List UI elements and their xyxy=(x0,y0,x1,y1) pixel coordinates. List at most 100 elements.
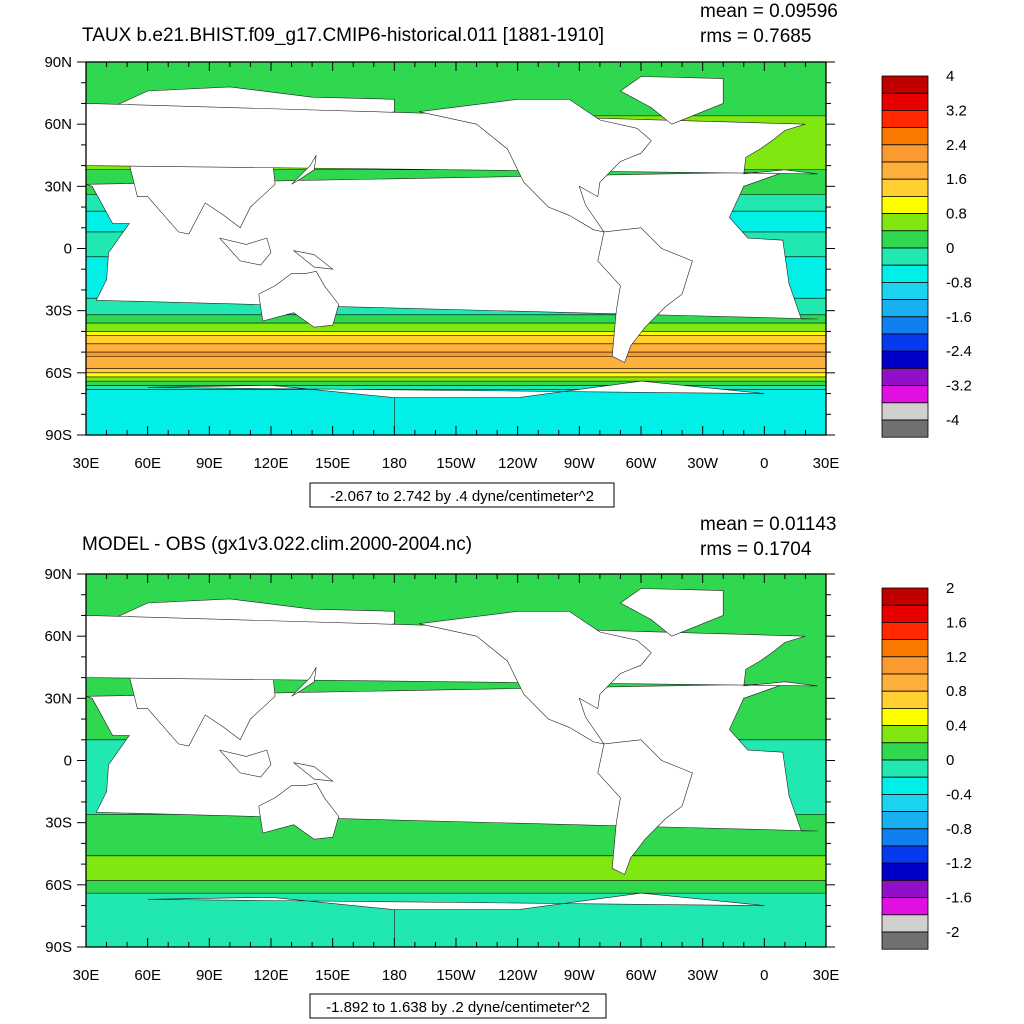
field-band xyxy=(86,855,826,861)
y-tick-label: 90S xyxy=(45,427,72,444)
colorbar-label: -4 xyxy=(946,412,959,429)
colorbar-label: -0.8 xyxy=(946,821,972,838)
field-band xyxy=(86,86,826,92)
land-mass xyxy=(147,892,765,947)
colorbar-box xyxy=(881,690,929,709)
land-mass xyxy=(291,667,317,697)
field-band xyxy=(86,323,826,328)
field-band xyxy=(86,880,826,886)
field-band xyxy=(86,685,826,691)
land-mass xyxy=(293,250,334,270)
x-tick-label: 90W xyxy=(564,967,596,984)
field-band xyxy=(86,681,826,687)
land-mass xyxy=(258,782,340,840)
panel-2-colorbar: 2 1.6 1.2 0.8 0.4 0 -0.4 -0.8 -1.2 -1.6 -2 xyxy=(881,580,972,950)
land-mass xyxy=(418,610,652,745)
x-tick-label: 30E xyxy=(73,455,100,472)
field-band xyxy=(86,888,826,894)
colorbar-label: -1.2 xyxy=(946,855,972,872)
field-band xyxy=(86,864,826,869)
land-mass xyxy=(291,155,317,185)
field-band xyxy=(86,934,826,940)
panel-1-range-box: -2.067 to 2.742 by .4 dyne/centimeter^2 xyxy=(309,482,615,508)
colorbar-box xyxy=(881,897,929,916)
x-tick-label: 150E xyxy=(315,455,350,472)
field-band xyxy=(86,381,826,386)
colorbar-box xyxy=(881,75,929,94)
x-tick-label: 150W xyxy=(436,967,476,984)
field-band xyxy=(86,582,826,588)
colorbar-label: -0.4 xyxy=(946,786,972,803)
field-band xyxy=(86,603,826,608)
field-band xyxy=(86,859,826,865)
colorbar-label: 0.8 xyxy=(946,206,967,223)
field-band xyxy=(86,826,826,832)
colorbar-box xyxy=(881,178,929,197)
y-tick-label: 30S xyxy=(45,815,72,832)
x-tick-label: 120E xyxy=(253,967,288,984)
field-band xyxy=(86,830,826,836)
panel-2-rms: rms = 0.1704 xyxy=(700,539,812,560)
colorbar-box xyxy=(881,656,929,675)
colorbar-label: 0 xyxy=(946,752,954,769)
field-band xyxy=(86,586,826,592)
field-band xyxy=(86,594,826,600)
colorbar-box xyxy=(881,776,929,795)
field-band xyxy=(86,822,826,828)
colorbar-label: -2 xyxy=(946,924,959,941)
colorbar-label: 1.6 xyxy=(946,171,967,188)
colorbar-box xyxy=(881,385,929,404)
panel-1: TAUX b.e21.BHIST.f09_g17.CMIP6-historica… xyxy=(44,1,972,508)
colorbar-box xyxy=(881,299,929,318)
field-band xyxy=(86,347,826,353)
field-band xyxy=(86,922,826,927)
panel-1-colorbar: 4 3.2 2.4 1.6 0.8 0 -0.8 -1.6 -2.4 -3.2 -4 xyxy=(881,68,972,438)
x-tick-label: 60E xyxy=(134,967,161,984)
field-band xyxy=(86,368,826,374)
field-band xyxy=(86,876,826,882)
colorbar-box xyxy=(881,281,929,300)
field-band xyxy=(86,169,826,175)
y-tick-label: 0 xyxy=(64,753,72,770)
field-band xyxy=(86,78,826,84)
field-band xyxy=(86,327,826,332)
colorbar-box xyxy=(881,587,929,606)
colorbar-box xyxy=(881,316,929,335)
x-tick-label: 60E xyxy=(134,455,161,472)
x-tick-label: 120E xyxy=(253,455,288,472)
y-tick-label: 90N xyxy=(44,566,72,583)
land-mass xyxy=(258,270,340,328)
panel-2-landmask xyxy=(86,588,818,947)
y-tick-label: 60S xyxy=(45,365,72,382)
y-tick-label: 0 xyxy=(64,241,72,258)
field-band xyxy=(86,352,826,357)
field-band xyxy=(86,318,826,324)
land-mass xyxy=(597,739,693,875)
y-tick-label: 30S xyxy=(45,303,72,320)
field-band xyxy=(86,401,826,407)
field-band xyxy=(86,868,826,873)
panel-2-axes: 30E 60E 90E 120E 150E 180 150W 120W 90W 60W 30W 0 30… xyxy=(44,566,839,984)
land-mass xyxy=(86,615,818,687)
colorbar-box xyxy=(881,862,929,881)
colorbar-box xyxy=(881,213,929,232)
y-tick-label: 30N xyxy=(44,178,72,195)
colorbar-box xyxy=(881,845,929,864)
x-tick-label: 30E xyxy=(73,967,100,984)
field-band xyxy=(86,343,826,349)
colorbar-label: -0.8 xyxy=(946,274,972,291)
colorbar-box xyxy=(881,673,929,692)
x-tick-label: 0 xyxy=(760,455,768,472)
colorbar-box xyxy=(881,247,929,266)
x-tick-label: 150E xyxy=(315,967,350,984)
field-band xyxy=(86,385,826,391)
colorbar-label: 2.4 xyxy=(946,137,967,154)
x-tick-label: 60W xyxy=(626,455,658,472)
field-band xyxy=(86,372,826,378)
colorbar-box xyxy=(881,402,929,421)
field-band xyxy=(86,410,826,415)
x-tick-label: 120W xyxy=(498,967,538,984)
land-mass xyxy=(619,588,724,637)
colorbar-box xyxy=(881,794,929,813)
colorbar-label: 0.8 xyxy=(946,683,967,700)
